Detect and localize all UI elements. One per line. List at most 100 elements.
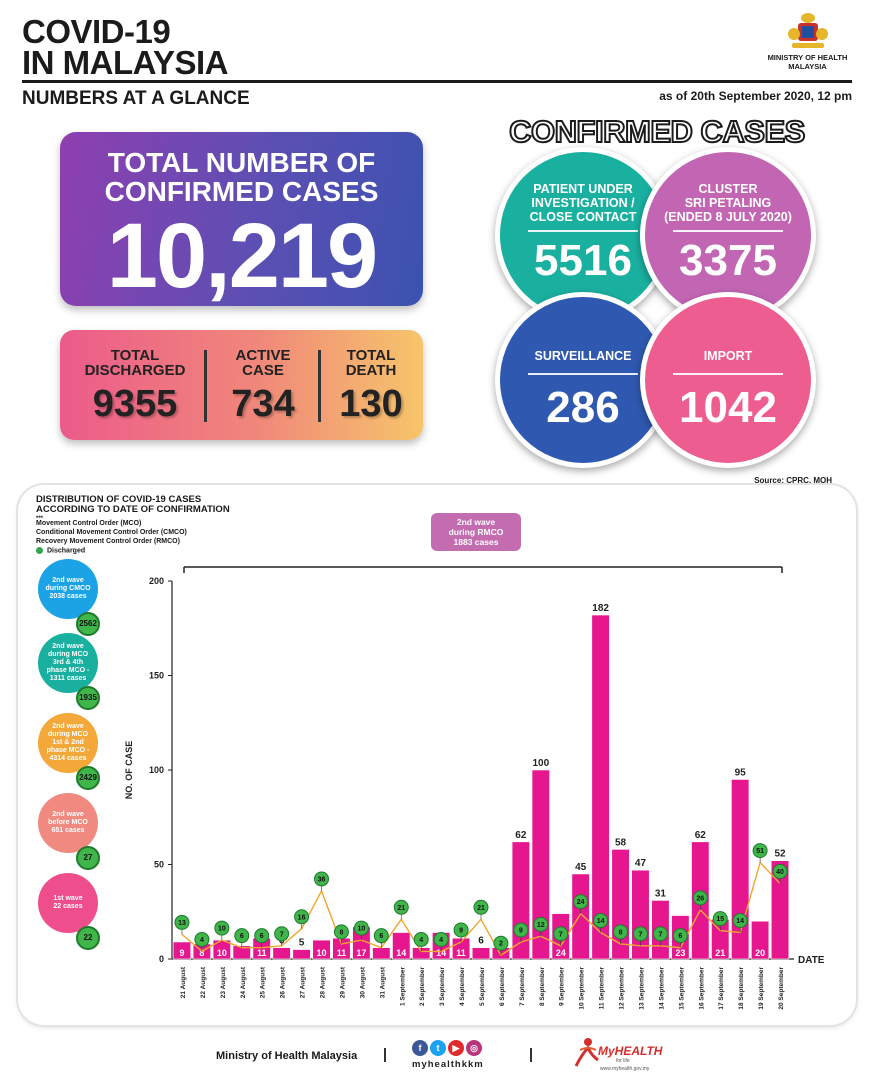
discharged-point: [613, 924, 629, 940]
x-tick-label: 1 September: [399, 967, 406, 1006]
footer-divider: [530, 1048, 532, 1062]
social-links: f t ▶ ◎ myhealthkkm: [412, 1038, 484, 1070]
discharged-point: [473, 899, 489, 915]
y-tick-label: 0: [159, 954, 164, 964]
wave-badge: 27: [76, 846, 100, 870]
wave-badge: 22: [76, 926, 100, 950]
bar-value-label: 8: [199, 948, 204, 958]
discharged-value-label: 6: [678, 933, 682, 940]
discharged-value-label: 16: [298, 914, 306, 921]
facebook-icon[interactable]: f: [412, 1040, 428, 1056]
discharged-point: [214, 920, 230, 936]
bar: [531, 769, 550, 960]
circle-surveillance: SURVEILLANCE 286: [495, 292, 671, 468]
discharged-point: [652, 926, 668, 942]
total-cases-value: 10,219: [106, 205, 378, 307]
twitter-icon[interactable]: t: [430, 1040, 446, 1056]
bar-value-label: 11: [337, 948, 347, 958]
bar: [770, 860, 790, 960]
stat-discharged-label: TOTAL DISCHARGED: [84, 347, 186, 379]
discharged-value-label: 7: [559, 931, 563, 938]
myhealth-url: www.myhealth.gov.my: [600, 1066, 650, 1072]
circle-label: SURVEILLANCE: [534, 349, 632, 363]
x-tick-label: 23 August: [220, 966, 227, 998]
discharged-point: [393, 899, 409, 915]
discharged-value-label: 8: [619, 929, 623, 936]
circle-label: CLUSTER SRI PETALING (ENDED 8 JULY 2020): [664, 182, 792, 224]
youtube-icon[interactable]: ▶: [448, 1040, 464, 1056]
legend-mco: Movement Control Order (MCO): [36, 520, 142, 527]
x-tick-label: 11 September: [599, 967, 606, 1010]
bar-value-label: 47: [635, 858, 647, 869]
x-tick-label: 25 August: [260, 966, 267, 998]
wave-first: 1st wave 22 cases: [38, 873, 98, 933]
footer-ministry: Ministry of Health Malaysia: [216, 1050, 358, 1062]
discharged-value-label: 7: [280, 931, 284, 938]
x-tick-label: 3 September: [439, 967, 446, 1006]
x-tick-label: 29 August: [339, 966, 346, 998]
bar: [312, 939, 331, 960]
discharged-point: [353, 920, 369, 936]
as-of-timestamp: as of 20th September 2020, 12 pm: [659, 89, 852, 103]
confirmed-cases-title: CONFIRMED CASES: [508, 113, 806, 150]
discharged-point: [672, 928, 688, 944]
bar-value-label: 58: [615, 837, 627, 848]
footer-divider: [384, 1048, 386, 1062]
wave-badge: 2429: [76, 766, 100, 790]
circle-value: 5516: [534, 236, 632, 285]
x-tick-label: 9 September: [559, 967, 566, 1006]
discharged-point: [732, 913, 748, 929]
circle-label: IMPORT: [703, 349, 753, 363]
bar-value-label: 24: [556, 948, 566, 958]
wave-text: 2nd wave during MCO 1st & 2nd phase MCO …: [46, 723, 90, 762]
discharged-point: [513, 922, 529, 938]
circle-rule: [673, 373, 783, 375]
x-tick-label: 4 September: [459, 967, 466, 1006]
x-tick-label: 28 August: [320, 966, 327, 998]
y-tick-label: 50: [154, 860, 164, 870]
wave-mco-3-4: 2nd wave during MCO 3rd & 4th phase MCO …: [38, 633, 98, 693]
discharged-point: [274, 926, 290, 942]
discharged-value-label: 40: [776, 869, 784, 876]
stat-death-label: TOTAL DEATH: [345, 347, 397, 379]
discharged-point: [294, 909, 310, 925]
wave-text: 1st wave 22 cases: [53, 895, 83, 910]
discharged-value-label: 2: [499, 941, 503, 948]
discharged-point: [314, 871, 330, 887]
y-tick-label: 100: [149, 765, 164, 775]
discharged-value-label: 7: [658, 931, 662, 938]
stat-death-value: 130: [339, 383, 403, 425]
wave-text: 2nd wave during MCO 3rd & 4th phase MCO …: [46, 643, 90, 682]
total-cases-card: TOTAL NUMBER OF CONFIRMED CASES 10,219: [60, 132, 423, 306]
x-tick-label: 18 September: [738, 967, 745, 1010]
discharged-value-label: 13: [178, 920, 186, 927]
x-tick-label: 30 August: [359, 966, 366, 998]
x-tick-label: 19 September: [758, 967, 765, 1010]
x-tick-label: 8 September: [539, 967, 546, 1006]
discharged-point: [692, 890, 708, 906]
discharged-value-label: 9: [519, 927, 523, 934]
discharged-value-label: 21: [397, 905, 405, 912]
bar: [172, 941, 192, 960]
wave-text: 2nd wave before MCO 651 cases: [48, 811, 88, 834]
discharged-value-label: 7: [639, 931, 643, 938]
bar-value-label: 14: [436, 948, 446, 958]
discharged-value-label: 24: [577, 899, 585, 906]
wave-before-mco: 2nd wave before MCO 651 cases: [38, 793, 98, 853]
instagram-icon[interactable]: ◎: [466, 1040, 482, 1056]
bar: [571, 873, 590, 960]
page-title: COVID-19 IN MALAYSIA: [22, 15, 228, 79]
discharged-point: [553, 926, 569, 942]
x-tick-label: 13 September: [638, 967, 645, 1010]
y-axis-label: NO. OF CASE: [124, 741, 134, 800]
discharged-value-label: 10: [357, 926, 365, 933]
discharged-point: [453, 922, 469, 938]
legend-cmco: Conditional Movement Control Order (CMCO…: [36, 529, 187, 536]
bar: [272, 947, 291, 960]
bar-value-label: 5: [299, 938, 305, 949]
stat-divider: [204, 350, 207, 422]
legend-discharged-label: Discharged: [47, 547, 86, 555]
bar-value-label: 14: [396, 948, 406, 958]
y-tick-label: 200: [149, 576, 164, 586]
discharged-point: [712, 911, 728, 927]
